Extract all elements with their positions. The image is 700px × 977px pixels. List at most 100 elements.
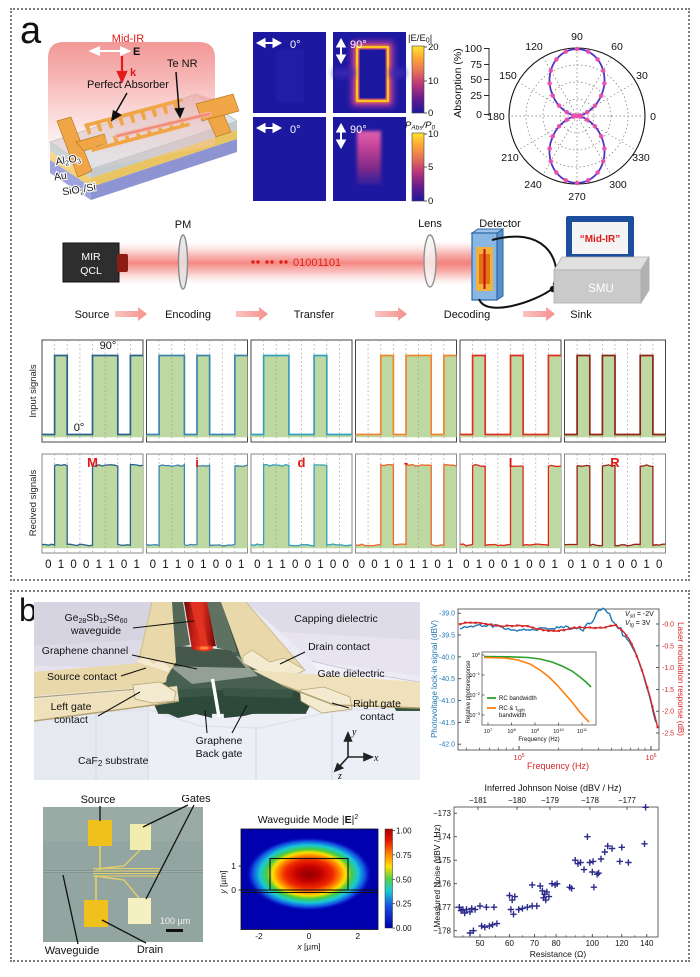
svg-text:Detector: Detector: [479, 218, 521, 230]
svg-text:-41.5: -41.5: [439, 720, 455, 727]
svg-text:Waveguide: Waveguide: [45, 945, 100, 957]
svg-text:PAbs/P0: PAbs/P0: [405, 120, 436, 132]
svg-text:Mid-IR: Mid-IR: [112, 33, 144, 45]
svg-text:−174: −174: [433, 833, 452, 842]
svg-text:x: x: [373, 753, 379, 764]
svg-text:108: 108: [507, 727, 516, 735]
svg-text:0.50: 0.50: [396, 875, 412, 884]
svg-text:107: 107: [484, 727, 493, 735]
svg-text:Frequency (Hz): Frequency (Hz): [527, 761, 589, 771]
svg-text:300: 300: [609, 179, 627, 191]
svg-text:M: M: [87, 455, 98, 470]
svg-text:Decoding: Decoding: [444, 309, 490, 321]
svg-text:Frequency (Hz): Frequency (Hz): [518, 737, 559, 743]
svg-text:Perfect Absorber: Perfect Absorber: [87, 79, 169, 91]
svg-text:0: 0: [618, 559, 624, 571]
svg-text:−178: −178: [433, 927, 452, 936]
svg-text:Te NR: Te NR: [167, 58, 198, 70]
svg-text:-39.0: -39.0: [439, 611, 455, 618]
svg-text:1: 1: [317, 559, 323, 571]
svg-text:2: 2: [355, 931, 360, 941]
svg-text:0: 0: [70, 559, 76, 571]
svg-text:−177: −177: [433, 903, 452, 912]
svg-text:Back gate: Back gate: [196, 748, 243, 760]
svg-text:1: 1: [58, 559, 64, 571]
svg-text:1: 1: [96, 559, 102, 571]
svg-text:0: 0: [330, 559, 336, 571]
svg-text:Lens: Lens: [418, 218, 442, 230]
svg-text:1: 1: [238, 559, 244, 571]
svg-text:PM: PM: [175, 219, 192, 231]
svg-text:0: 0: [342, 559, 348, 571]
svg-text:0: 0: [656, 559, 662, 571]
svg-text:0: 0: [488, 559, 494, 571]
svg-text:Graphene channel: Graphene channel: [42, 645, 128, 657]
svg-text:Capping dielectric: Capping dielectric: [294, 613, 377, 625]
svg-text:270: 270: [568, 191, 586, 203]
svg-text:-41.0: -41.0: [439, 698, 455, 705]
svg-text:1.00: 1.00: [396, 827, 412, 836]
svg-text:1: 1: [605, 559, 611, 571]
svg-text:contact: contact: [360, 711, 394, 723]
svg-text:-40.0: -40.0: [439, 654, 455, 661]
svg-text:60: 60: [611, 41, 623, 53]
svg-text:1: 1: [162, 559, 168, 571]
svg-text:Vsd = -2V: Vsd = -2V: [625, 611, 654, 620]
svg-text:0: 0: [631, 559, 637, 571]
svg-text:90: 90: [571, 31, 583, 43]
svg-text:-1.5: -1.5: [662, 687, 674, 694]
svg-text:-: -: [404, 455, 408, 470]
svg-text:RC & τeph: RC & τeph: [499, 706, 525, 713]
svg-text:-1.0: -1.0: [662, 665, 674, 672]
svg-text:120: 120: [525, 41, 543, 53]
svg-text:I: I: [509, 455, 513, 470]
svg-text:−175: −175: [433, 856, 452, 865]
svg-text:1: 1: [384, 559, 390, 571]
svg-text:0: 0: [121, 559, 127, 571]
svg-text:0: 0: [359, 559, 365, 571]
svg-text:105: 105: [513, 753, 524, 762]
svg-text:CaF2 substrate: CaF2 substrate: [78, 755, 149, 768]
svg-text:1: 1: [108, 559, 114, 571]
svg-text:10−1: 10−1: [469, 671, 480, 679]
svg-text:Ge28Sb12Se60: Ge28Sb12Se60: [64, 612, 127, 625]
svg-text:Absorption (%): Absorption (%): [452, 48, 464, 117]
svg-text:50: 50: [476, 939, 485, 948]
svg-text:50: 50: [470, 74, 482, 86]
svg-text:z: z: [337, 771, 342, 782]
svg-text:Vtg = 3V: Vtg = 3V: [625, 620, 651, 629]
svg-text:0: 0: [150, 559, 156, 571]
svg-text:Source: Source: [75, 309, 110, 321]
svg-text:1: 1: [279, 559, 285, 571]
svg-text:0: 0: [307, 931, 312, 941]
svg-text:Gate dielectric: Gate dielectric: [317, 668, 384, 680]
svg-text:Transfer: Transfer: [294, 309, 335, 321]
svg-text:0: 0: [231, 885, 236, 895]
svg-text:1: 1: [447, 559, 453, 571]
svg-text:70: 70: [530, 939, 539, 948]
svg-text:-2: -2: [255, 931, 263, 941]
svg-text:i: i: [195, 455, 199, 470]
svg-text:106: 106: [645, 753, 656, 762]
svg-text:10: 10: [428, 129, 439, 140]
svg-text:Input signals: Input signals: [28, 364, 39, 418]
svg-text:1: 1: [133, 559, 139, 571]
svg-text:Waveguide Mode |E|2: Waveguide Mode |E|2: [258, 814, 359, 826]
svg-text:1: 1: [409, 559, 415, 571]
svg-text:01001101: 01001101: [293, 257, 341, 269]
svg-text:−180: −180: [508, 796, 527, 805]
svg-text:90°: 90°: [350, 39, 367, 51]
svg-text:−181: −181: [469, 796, 488, 805]
svg-text:0: 0: [371, 559, 377, 571]
svg-text:R: R: [610, 455, 620, 470]
svg-text:330: 330: [632, 152, 650, 164]
svg-text:0: 0: [396, 559, 402, 571]
svg-text:0: 0: [83, 559, 89, 571]
svg-text:0: 0: [225, 559, 231, 571]
svg-text:90°: 90°: [350, 124, 367, 136]
svg-text:0: 0: [305, 559, 311, 571]
svg-text:30: 30: [636, 70, 648, 82]
svg-text:-2.0: -2.0: [662, 709, 674, 716]
svg-text:1010: 1010: [553, 727, 564, 735]
svg-text:1: 1: [514, 559, 520, 571]
